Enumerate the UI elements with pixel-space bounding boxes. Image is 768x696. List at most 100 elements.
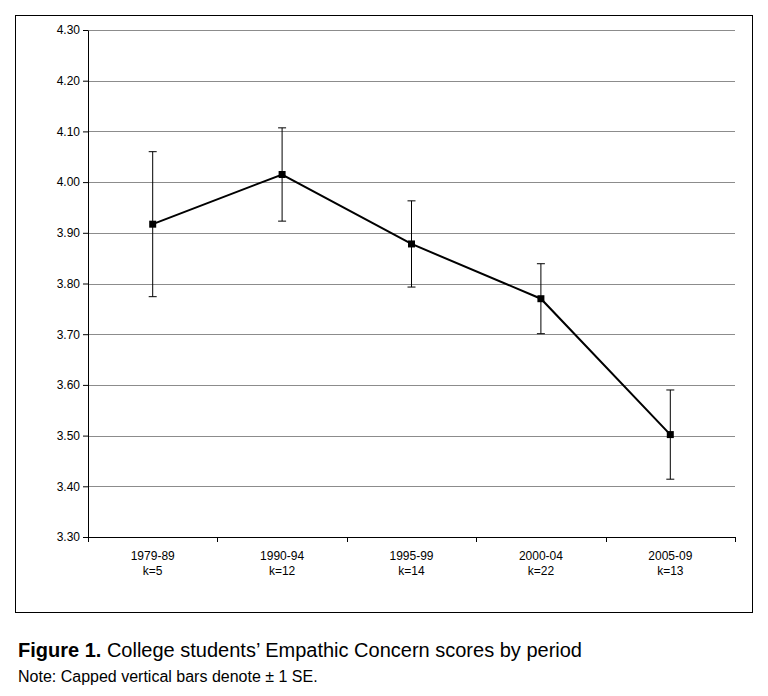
- x-axis: 1979-89k=51990-94k=121995-99k=142000-04k…: [89, 537, 736, 578]
- grid-line: [88, 131, 735, 132]
- grid-line: [88, 486, 735, 487]
- y-tick-mark: [83, 233, 88, 234]
- y-tick-label: 3.90: [57, 226, 81, 240]
- category-divider-tick: [735, 537, 736, 542]
- annotations: Note: Capped vertical bars denote ± 1 SE…: [18, 668, 318, 685]
- y-tick-mark: [83, 486, 88, 487]
- line: [153, 174, 671, 434]
- x-tick: 1995-99k=14: [389, 537, 433, 578]
- category-divider-tick: [88, 537, 89, 542]
- y-tick-label: 3.60: [57, 378, 81, 392]
- error-bar: [149, 152, 157, 297]
- y-tick-mark: [83, 30, 88, 31]
- error-bar-cap: [149, 296, 157, 297]
- error-bar-cap: [149, 151, 157, 152]
- category-divider-tick: [606, 537, 607, 542]
- y-axis: 3.30 3.40 3.50 3.60 3.70 3.80 3.90 4.00 4.10 4.20…: [57, 23, 89, 544]
- grid-line: [88, 537, 735, 538]
- category-divider-tick: [476, 537, 477, 542]
- category-divider-tick: [217, 537, 218, 542]
- grid-line: [88, 30, 735, 31]
- y-tick: 4.00: [57, 175, 88, 189]
- error-bar: [408, 201, 416, 287]
- y-tick-label: 3.70: [57, 328, 81, 342]
- chart: 3.30 3.40 3.50 3.60 3.70 3.80 3.90 4.00 4.10 4.20…: [0, 0, 768, 696]
- y-tick-label: 4.00: [57, 175, 81, 189]
- error-bar: [537, 264, 545, 334]
- x-tick-label-line: k=5: [143, 564, 163, 578]
- grid-line: [88, 385, 735, 386]
- x-tick-label-line: k=13: [657, 564, 684, 578]
- marker: [408, 240, 415, 247]
- category-dividers: [89, 537, 736, 542]
- y-tick-label: 3.30: [57, 530, 81, 544]
- x-tick-label-line: k=12: [269, 564, 296, 578]
- grid-line: [88, 334, 735, 335]
- y-tick-mark: [83, 537, 88, 538]
- y-tick-label: 4.20: [57, 74, 81, 88]
- y-tick: 4.20: [57, 74, 88, 88]
- grid-line: [88, 81, 735, 82]
- y-tick: 4.30: [57, 23, 88, 37]
- y-tick-mark: [83, 436, 88, 437]
- y-tick: 3.30: [57, 530, 88, 544]
- markers: [149, 171, 674, 438]
- grid-line: [88, 436, 735, 437]
- error-bar-cap: [408, 200, 416, 201]
- y-tick: 3.90: [57, 226, 88, 240]
- title-text: College students’ Empathic Concern score…: [101, 639, 582, 661]
- error-bar-cap: [537, 263, 545, 264]
- y-tick: 4.10: [57, 125, 88, 139]
- x-tick: 1990-94k=12: [260, 537, 304, 578]
- x-tick-label: 2000-04k=22: [519, 549, 563, 578]
- grid-line: [88, 182, 735, 183]
- y-tick-label: 4.30: [57, 23, 81, 37]
- marks: [149, 128, 675, 479]
- x-tick-label: 1995-99k=14: [389, 549, 433, 578]
- x-tick: 2000-04k=22: [519, 537, 563, 578]
- y-tick: 3.70: [57, 328, 88, 342]
- y-tick-mark: [83, 385, 88, 386]
- marker: [149, 221, 156, 228]
- x-tick-label-line: 2000-04: [519, 549, 563, 563]
- x-tick-label-line: 1995-99: [389, 549, 433, 563]
- x-tick-label-line: 1979-89: [131, 549, 175, 563]
- y-tick-label: 3.80: [57, 277, 81, 291]
- x-tick-label: 2005-09k=13: [648, 549, 692, 578]
- error-bar-cap: [666, 479, 674, 480]
- x-axis-line: [89, 537, 736, 538]
- x-tick-label-line: 1990-94: [260, 549, 304, 563]
- marker: [667, 431, 674, 438]
- category-divider-tick: [347, 537, 348, 542]
- x-tick-label-line: k=14: [398, 564, 425, 578]
- note: Note: Capped vertical bars denote ± 1 SE…: [18, 668, 318, 685]
- y-tick-label: 4.10: [57, 125, 81, 139]
- x-tick: 1979-89k=5: [131, 537, 175, 578]
- x-tick-label-line: 2005-09: [648, 549, 692, 563]
- y-tick: 3.60: [57, 378, 88, 392]
- y-tick: 3.50: [57, 429, 88, 443]
- y-tick-mark: [83, 334, 88, 335]
- title: Figure 1. College students’ Empathic Con…: [18, 639, 582, 661]
- y-axis-line: [88, 31, 89, 538]
- y-tick: 3.40: [57, 480, 88, 494]
- error-bar-cap: [666, 389, 674, 390]
- y-tick-mark: [83, 131, 88, 132]
- x-tick-label: 1979-89k=5: [131, 549, 175, 578]
- x-tick: 2005-09k=13: [648, 537, 692, 578]
- error-bars: [149, 128, 675, 479]
- y-tick: 3.80: [57, 277, 88, 291]
- marker: [537, 295, 544, 302]
- x-tick-label: 1990-94k=12: [260, 549, 304, 578]
- grid: [88, 31, 735, 538]
- y-tick-label: 3.40: [57, 480, 81, 494]
- title-label: Figure 1.: [18, 639, 101, 661]
- figure-frame: [16, 16, 753, 613]
- error-bar-cap: [278, 221, 286, 222]
- y-tick-mark: [83, 182, 88, 183]
- x-tick-label-line: k=22: [528, 564, 555, 578]
- error-bar-cap: [278, 127, 286, 128]
- y-tick-label: 3.50: [57, 429, 81, 443]
- marker: [279, 171, 286, 178]
- error-bar: [666, 390, 674, 479]
